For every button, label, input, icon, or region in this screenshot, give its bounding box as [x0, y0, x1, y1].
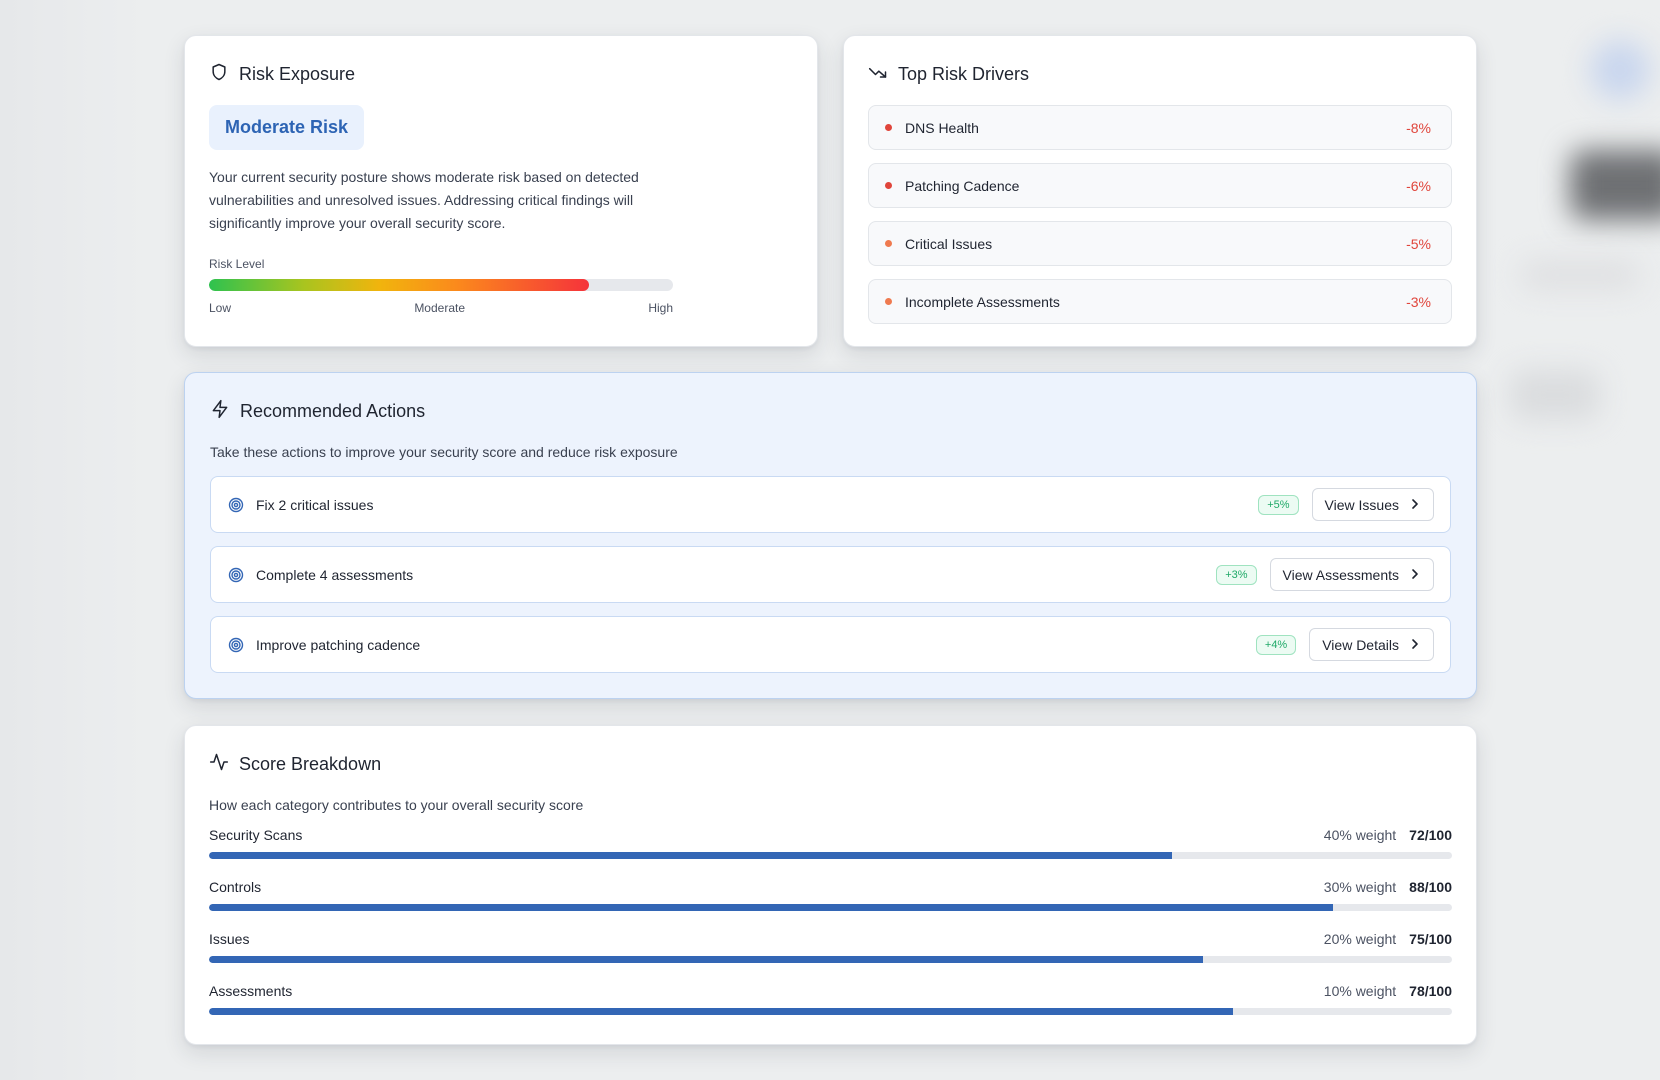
score-breakdown-title: Score Breakdown [239, 754, 382, 774]
score-category-row: Security Scans 40% weight 72/100 [209, 827, 1452, 859]
recommended-actions-header: Recommended Actions [210, 399, 1451, 424]
risk-driver-value: -5% [1406, 235, 1431, 252]
chevron-right-icon [1409, 497, 1421, 513]
view-issues-button[interactable]: View Issues [1311, 488, 1434, 521]
action-label: Improve patching cadence [256, 636, 421, 653]
recommended-actions-card: Recommended Actions Take these actions t… [184, 372, 1477, 699]
status-dot [885, 124, 892, 131]
risk-driver-item: Patching Cadence -6% [868, 163, 1452, 208]
score-category-value: 78/100 [1409, 983, 1452, 999]
score-category-weight: 10% weight [1323, 983, 1397, 999]
risk-level-fill [209, 279, 590, 291]
score-gain-badge: +5% [1258, 494, 1299, 515]
trending-down-icon [868, 62, 888, 87]
score-category-name: Security Scans [209, 827, 303, 843]
top-risk-drivers-title: Top Risk Drivers [898, 64, 1030, 84]
status-dot [885, 240, 892, 247]
action-item: Fix 2 critical issues +5% View Issues [210, 476, 1451, 533]
risk-scale-low: Low [209, 301, 232, 315]
risk-driver-value: -3% [1406, 293, 1431, 310]
score-category-name: Issues [209, 931, 250, 947]
risk-exposure-title: Risk Exposure [239, 64, 356, 84]
risk-description: Your current security posture shows mode… [209, 169, 639, 231]
score-category-row: Issues 20% weight 75/100 [209, 931, 1452, 963]
activity-icon [209, 752, 229, 777]
score-progress-bar [209, 1008, 1452, 1015]
risk-scale-high: High [648, 301, 673, 315]
target-icon [228, 637, 244, 653]
score-category-name: Assessments [209, 983, 293, 999]
action-label: Fix 2 critical issues [256, 496, 374, 513]
recommended-actions-subtitle: Take these actions to improve your secur… [210, 444, 678, 460]
risk-driver-value: -8% [1406, 119, 1431, 136]
risk-level-scale: Low Moderate High [209, 301, 673, 315]
score-progress-fill [209, 904, 1333, 911]
shield-icon [209, 62, 229, 87]
risk-driver-label: DNS Health [905, 119, 979, 136]
recommended-actions-title: Recommended Actions [240, 401, 426, 421]
score-progress-fill [209, 956, 1204, 963]
action-item: Complete 4 assessments +3% View Assessme… [210, 546, 1451, 603]
risk-level-bar [209, 279, 673, 291]
score-progress-fill [209, 1008, 1234, 1015]
score-breakdown-subtitle: How each category contributes to your ov… [209, 797, 584, 813]
score-category-value: 75/100 [1409, 931, 1452, 947]
chevron-right-icon [1409, 567, 1421, 583]
action-item: Improve patching cadence +4% View Detail… [210, 616, 1451, 673]
top-risk-drivers-card: Top Risk Drivers DNS Health -8% Patching… [843, 35, 1477, 347]
score-category-weight: 40% weight [1323, 827, 1397, 843]
risk-driver-item: Incomplete Assessments -3% [868, 279, 1452, 324]
risk-scale-moderate: Moderate [414, 301, 466, 315]
view-details-button-label: View Details [1322, 636, 1399, 653]
background-blur [1570, 150, 1660, 220]
score-category-row: Assessments 10% weight 78/100 [209, 983, 1452, 1015]
score-progress-bar [209, 956, 1452, 963]
score-breakdown-card: Score Breakdown How each category contri… [184, 725, 1477, 1045]
action-label: Complete 4 assessments [256, 566, 414, 583]
risk-status-badge: Moderate Risk [209, 105, 365, 150]
risk-level-label: Risk Level [209, 257, 265, 271]
score-gain-badge: +4% [1255, 634, 1297, 655]
score-progress-bar [209, 852, 1452, 859]
score-category-row: Controls 30% weight 88/100 [209, 879, 1452, 911]
score-category-name: Controls [209, 879, 262, 895]
risk-driver-value: -6% [1406, 177, 1431, 194]
background-blur [1590, 40, 1650, 100]
view-assessments-button[interactable]: View Assessments [1269, 558, 1434, 591]
lightning-icon [210, 399, 230, 424]
background-blur [1520, 260, 1640, 290]
status-dot [885, 298, 892, 305]
score-progress-bar [209, 904, 1452, 911]
view-details-button[interactable]: View Details [1309, 628, 1434, 661]
score-category-value: 72/100 [1409, 827, 1452, 843]
background-blur [1510, 370, 1600, 420]
view-issues-button-label: View Issues [1324, 496, 1399, 513]
risk-driver-list: DNS Health -8% Patching Cadence -6% Crit… [868, 105, 1452, 324]
score-category-list: Security Scans 40% weight 72/100 Control… [209, 827, 1452, 1015]
score-progress-fill [209, 852, 1173, 859]
score-category-weight: 20% weight [1323, 931, 1397, 947]
background-left [0, 0, 150, 1080]
top-risk-drivers-header: Top Risk Drivers [868, 62, 1452, 87]
risk-driver-item: Critical Issues -5% [868, 221, 1452, 266]
score-category-value: 88/100 [1409, 879, 1452, 895]
view-assessments-button-label: View Assessments [1282, 566, 1399, 583]
score-gain-badge: +3% [1216, 564, 1257, 585]
risk-exposure-header: Risk Exposure [209, 62, 793, 87]
risk-driver-label: Patching Cadence [905, 177, 1020, 194]
risk-exposure-card: Risk Exposure Moderate Risk Your current… [184, 35, 818, 347]
chevron-right-icon [1409, 637, 1421, 653]
score-category-weight: 30% weight [1323, 879, 1397, 895]
target-icon [228, 497, 244, 513]
target-icon [228, 567, 244, 583]
status-dot [885, 182, 892, 189]
action-list: Fix 2 critical issues +5% View Issues Co… [210, 476, 1451, 673]
risk-driver-item: DNS Health -8% [868, 105, 1452, 150]
score-breakdown-header: Score Breakdown [209, 752, 1452, 777]
risk-driver-label: Incomplete Assessments [905, 293, 1060, 310]
risk-driver-label: Critical Issues [905, 235, 993, 252]
